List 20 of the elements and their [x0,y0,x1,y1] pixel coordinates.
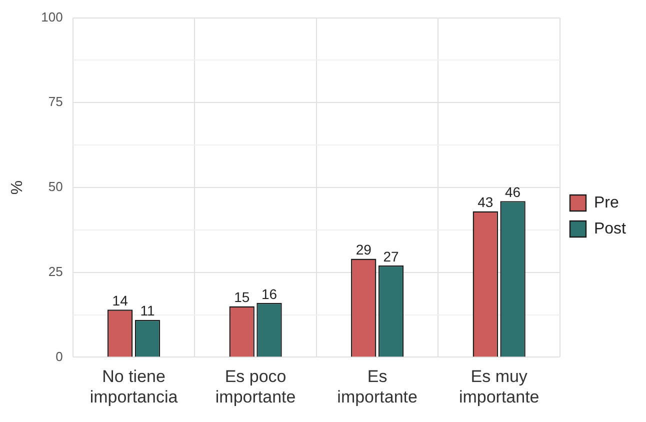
y-tick-label: 25 [48,264,63,279]
legend-label: Post [594,220,627,238]
data-label: 27 [383,248,400,264]
x-tick-label: Es muy importante [458,367,540,406]
y-tick-label: 75 [48,94,63,110]
data-label: 29 [356,242,372,258]
data-label: 16 [261,286,278,302]
x-tick-label: No tiene importancia [90,367,178,406]
x-tick-label: Es poco importante [215,367,296,406]
y-tick-label: 50 [48,179,63,194]
legend-label: Pre [594,194,619,212]
data-label: 46 [505,184,521,200]
y-tick-label: 0 [56,348,63,364]
data-label: 43 [478,194,494,210]
y-axis-title: % [9,180,26,195]
y-tick-label: 100 [41,9,63,24]
x-tick-label: Es importante [337,367,418,406]
data-label: 14 [112,292,128,309]
data-label: 11 [140,302,155,319]
data-label: 15 [234,289,250,306]
